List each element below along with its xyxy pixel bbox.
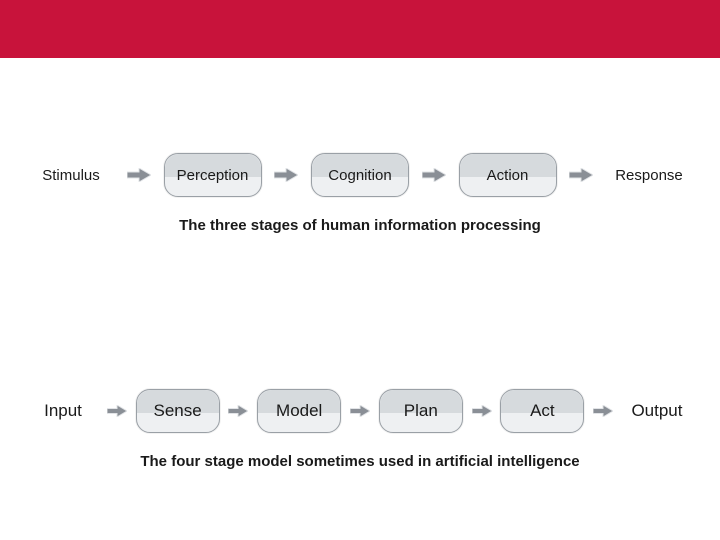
arrow-right-icon [228, 405, 248, 417]
stage-box: Cognition [311, 153, 409, 197]
flow-row-ai: Input Sense Model Plan Act Output [0, 389, 720, 433]
stage-box: Perception [164, 153, 262, 197]
slide: { "colors": { "header": "#c8133b", "arro… [0, 0, 720, 540]
arrow-right-icon [274, 168, 298, 182]
arrow-right-icon [569, 168, 593, 182]
node-label: Stimulus [42, 167, 100, 184]
arrow-right-icon [422, 168, 446, 182]
stage-box: Plan [379, 389, 463, 433]
node-label: Response [615, 167, 683, 184]
endpoint-label: Stimulus [28, 163, 114, 188]
node-label: Perception [177, 167, 249, 184]
node-label: Input [44, 401, 82, 420]
node-label: Act [530, 401, 555, 421]
stage-box: Act [500, 389, 584, 433]
arrow-right-icon [472, 405, 492, 417]
caption-human: The three stages of human information pr… [0, 217, 720, 234]
stage-box: Sense [136, 389, 220, 433]
arrow-right-icon [127, 168, 151, 182]
node-label: Sense [153, 401, 201, 421]
node-label: Model [276, 401, 322, 421]
arrow-right-icon [350, 405, 370, 417]
arrow-right-icon [593, 405, 613, 417]
stage-box: Model [257, 389, 341, 433]
endpoint-label: Response [606, 163, 692, 188]
arrow-right-icon [107, 405, 127, 417]
node-label: Output [631, 401, 682, 420]
endpoint-label: Input [28, 397, 98, 425]
caption-ai: The four stage model sometimes used in a… [0, 453, 720, 470]
node-label: Plan [404, 401, 438, 421]
endpoint-label: Output [622, 397, 692, 425]
flow-row-human: Stimulus Perception Cognition Action Res… [0, 153, 720, 197]
node-label: Action [487, 167, 529, 184]
header-bar [0, 0, 720, 58]
node-label: Cognition [328, 167, 391, 184]
stage-box: Action [459, 153, 557, 197]
